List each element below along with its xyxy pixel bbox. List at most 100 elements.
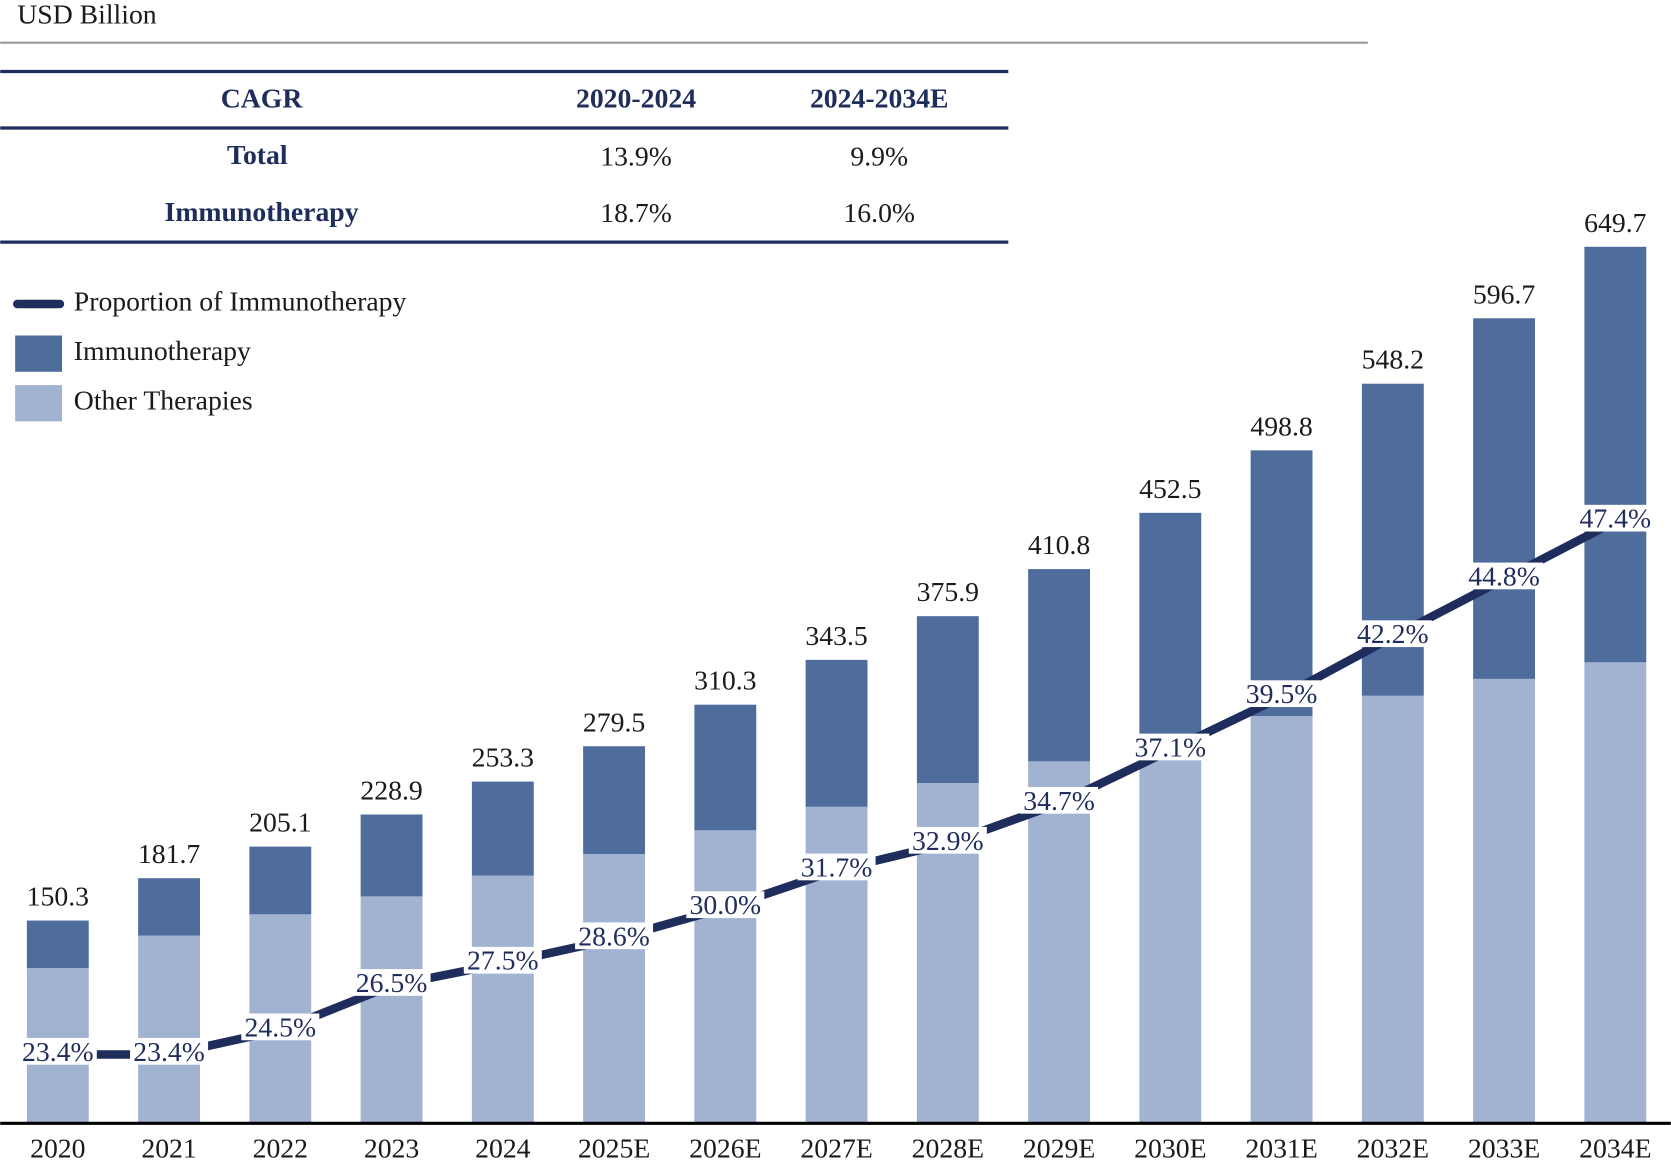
- bar-segment: [249, 846, 312, 915]
- label-background: [352, 969, 431, 996]
- label-background: [908, 826, 987, 854]
- label-background: [1576, 504, 1655, 532]
- total-label: 596.7: [1473, 278, 1536, 309]
- x-tick-label: 2030E: [1134, 1132, 1206, 1163]
- table-header: CAGR: [221, 83, 304, 114]
- total-label: 548.2: [1362, 344, 1424, 375]
- x-tick-label: 2033E: [1468, 1132, 1540, 1163]
- proportion-label: 34.7%: [1023, 785, 1095, 816]
- label-background: [241, 1013, 320, 1041]
- total-label: 253.3: [472, 742, 534, 773]
- label-background: [1131, 733, 1210, 761]
- total-label: 205.1: [249, 807, 311, 838]
- table-cell: 18.7%: [600, 197, 672, 228]
- bar-segment: [694, 704, 757, 831]
- label-background: [130, 1037, 209, 1065]
- total-label: 181.7: [138, 838, 201, 869]
- bar-segment: [1361, 695, 1424, 1124]
- bar-segment: [916, 616, 979, 784]
- total-label: 343.5: [805, 620, 867, 651]
- x-tick-label: 2034E: [1579, 1132, 1651, 1163]
- table-header: 2024-2034E: [810, 83, 949, 114]
- proportion-label: 26.5%: [356, 967, 428, 998]
- bar-segment: [1250, 716, 1313, 1124]
- label-background: [686, 891, 765, 919]
- table-cell: 16.0%: [843, 197, 915, 228]
- proportion-label: 24.5%: [245, 1011, 317, 1042]
- proportion-label: 28.6%: [578, 920, 650, 951]
- bar-segment: [471, 875, 534, 1124]
- bar-segment: [1473, 318, 1536, 679]
- table-cell: 13.9%: [600, 140, 672, 171]
- legend-label: Proportion of Immunotherapy: [74, 285, 407, 316]
- legend-label: Immunotherapy: [74, 335, 251, 366]
- label-background: [463, 946, 542, 974]
- proportion-label: 37.1%: [1135, 731, 1207, 762]
- x-tick-label: 2025E: [578, 1132, 650, 1163]
- label-background: [1020, 786, 1099, 814]
- total-label: 310.3: [694, 665, 756, 696]
- label-background: [1353, 620, 1432, 648]
- bar-segment: [138, 878, 200, 936]
- total-label: 279.5: [583, 706, 645, 737]
- bar-segment: [1028, 569, 1091, 762]
- total-label: 150.3: [27, 881, 89, 912]
- x-tick-label: 2031E: [1245, 1132, 1317, 1163]
- bar-segment: [1250, 450, 1313, 717]
- proportion-label: 47.4%: [1580, 503, 1652, 534]
- proportion-label: 39.5%: [1246, 678, 1318, 709]
- x-tick-label: 2027E: [800, 1132, 872, 1163]
- row-label: Immunotherapy: [165, 196, 359, 227]
- total-label: 498.8: [1250, 410, 1312, 441]
- row-label: Total: [227, 139, 288, 170]
- bar-segment: [694, 830, 757, 1124]
- proportion-label: 23.4%: [133, 1036, 205, 1067]
- label-background: [18, 1037, 97, 1065]
- x-tick-label: 2023: [364, 1132, 419, 1163]
- proportion-label: 31.7%: [801, 851, 873, 882]
- bar-segment: [1139, 739, 1202, 1124]
- bar-segment: [583, 854, 646, 1124]
- total-label: 410.8: [1028, 529, 1090, 560]
- unit-label: USD Billion: [17, 0, 157, 29]
- x-tick-label: 2032E: [1357, 1132, 1429, 1163]
- total-label: 375.9: [917, 576, 979, 607]
- label-background: [1242, 680, 1321, 708]
- total-label: 649.7: [1584, 207, 1647, 238]
- proportion-label: 23.4%: [22, 1036, 94, 1067]
- bar-segment: [805, 659, 868, 807]
- total-label: 452.5: [1139, 473, 1201, 504]
- proportion-label: 32.9%: [912, 825, 984, 856]
- total-label: 228.9: [360, 775, 422, 806]
- proportion-label: 27.5%: [467, 945, 539, 976]
- bar-segment: [138, 935, 200, 1124]
- bar-segment: [471, 781, 534, 876]
- legend-swatch: [15, 335, 63, 372]
- x-tick-label: 2020: [30, 1132, 85, 1163]
- label-background: [1465, 562, 1544, 590]
- proportion-label: 30.0%: [690, 889, 762, 920]
- bar-segment: [1584, 662, 1647, 1124]
- proportion-label: 42.2%: [1357, 618, 1429, 649]
- x-tick-label: 2022: [253, 1132, 308, 1163]
- table-header: 2020-2024: [576, 83, 696, 114]
- bar-segment: [360, 814, 423, 897]
- bar-segment: [360, 896, 423, 1124]
- x-tick-label: 2024: [475, 1132, 531, 1163]
- label-background: [797, 853, 876, 881]
- bar-segment: [1139, 512, 1202, 740]
- x-tick-label: 2026E: [689, 1132, 761, 1163]
- bar-segment: [26, 920, 89, 969]
- bar-segment: [1584, 246, 1647, 663]
- x-tick-label: 2028E: [912, 1132, 984, 1163]
- legend-label: Other Therapies: [74, 385, 253, 416]
- bar-segment: [1028, 761, 1091, 1124]
- proportion-label: 44.8%: [1468, 560, 1540, 591]
- x-tick-label: 2029E: [1023, 1132, 1095, 1163]
- x-tick-label: 2021: [141, 1132, 196, 1163]
- table-cell: 9.9%: [850, 140, 908, 171]
- bar-segment: [583, 746, 646, 855]
- legend-swatch: [15, 385, 63, 422]
